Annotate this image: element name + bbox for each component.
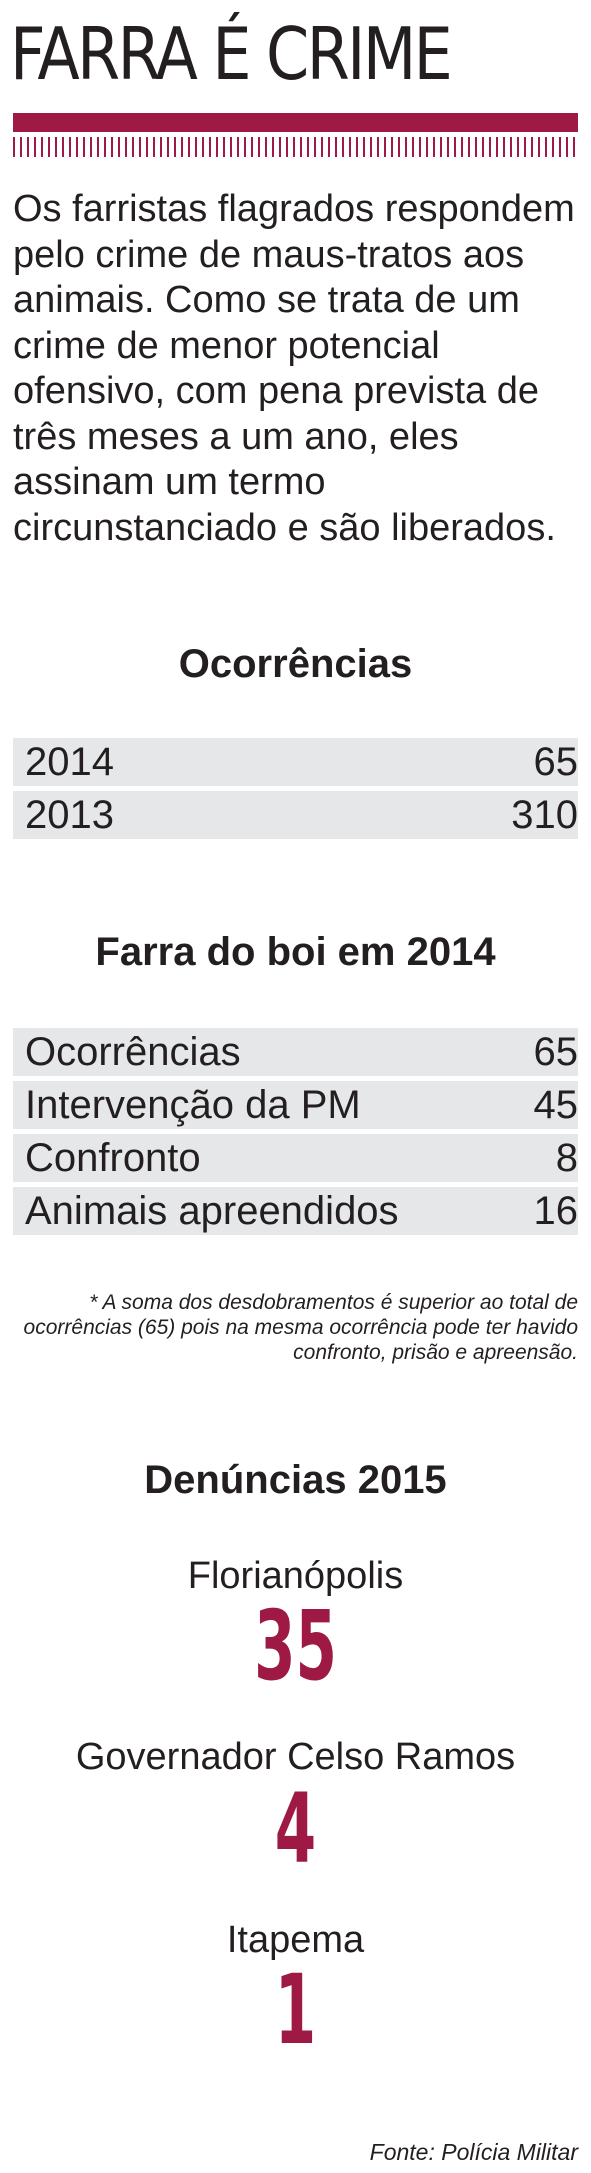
row-value: 45 [533,1082,579,1127]
row-value: 65 [533,739,579,784]
city-label: Itapema [226,1919,365,1961]
row-label: 2013 [25,792,114,837]
table-row: Ocorrências 65 [13,1028,578,1076]
tick-divider [13,137,578,157]
table-row: 2013 310 [13,791,578,839]
denuncia-count: 1 [274,1954,317,2066]
table-row: 2014 65 [13,738,578,786]
city-label: Florianópolis [187,1555,404,1597]
ocorrencias-table: 2014 65 2013 310 [13,738,578,844]
source-credit: Fonte: Polícia Militar [369,2139,578,2165]
table-row: Confronto 8 [13,1134,578,1182]
headline: FARRA É CRIME [10,12,453,96]
row-value: 65 [533,1029,579,1074]
denuncias-title: Denúncias 2015 [144,1458,447,1502]
farra-2014-table: Ocorrências 65 Intervenção da PM 45 Conf… [13,1028,578,1240]
accent-bar [13,113,578,132]
row-value: 16 [533,1188,579,1233]
denuncia-count: 4 [274,1773,317,1885]
farra-2014-title: Farra do boi em 2014 [95,930,496,974]
city-label: Governador Celso Ramos [75,1736,516,1778]
ocorrencias-title: Ocorrências [178,642,413,686]
row-label: Intervenção da PM [25,1082,361,1127]
footnote: * A soma dos desdobramentos é superior a… [23,1291,578,1364]
row-value: 8 [555,1135,578,1180]
row-label: Ocorrências [25,1029,241,1074]
table-row: Intervenção da PM 45 [13,1081,578,1129]
row-label: Confronto [25,1135,201,1180]
row-value: 310 [511,792,578,837]
table-row: Animais apreendidos 16 [13,1187,578,1235]
denuncia-count: 35 [254,1590,337,1702]
intro-text: Os farristas flagrados respondem pelo cr… [13,188,575,549]
row-label: 2014 [25,739,114,784]
row-label: Animais apreendidos [25,1188,399,1233]
